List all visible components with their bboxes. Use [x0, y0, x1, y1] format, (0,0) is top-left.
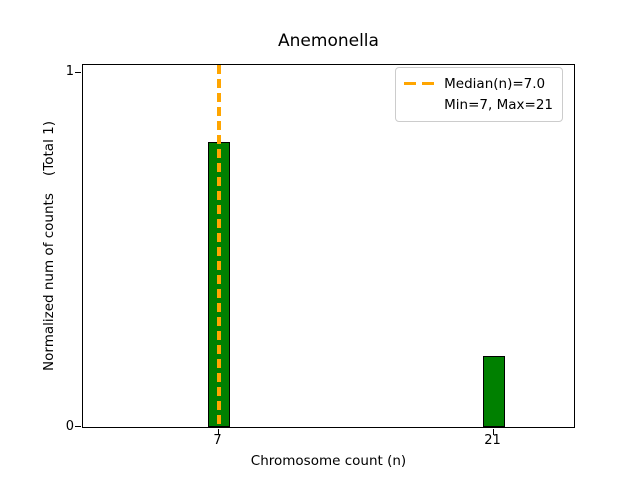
x-tick-label-7: 7 [213, 433, 222, 448]
legend-label-median: Median(n)=7.0 [444, 75, 546, 92]
legend: Median(n)=7.0 Min=7, Max=21 [395, 67, 563, 122]
median-line [216, 65, 221, 427]
y-tick-label-1: 1 [65, 64, 74, 79]
y-tick-label-0: 0 [65, 419, 74, 434]
y-axis-label: Normalized num of counts (Total 1) [41, 121, 57, 371]
median-dashed-line-swatch-icon [404, 82, 435, 85]
legend-entry-minmax: Min=7, Max=21 [404, 94, 553, 115]
bar-21 [482, 356, 505, 427]
legend-entry-median: Median(n)=7.0 [404, 73, 553, 94]
y-tick-mark-1 [75, 72, 81, 74]
chart-title: Anemonella [278, 31, 379, 51]
x-axis-label: Chromosome count (n) [250, 453, 407, 469]
x-tick-label-21: 21 [484, 433, 501, 448]
empty-swatch [404, 103, 434, 106]
plot-area: Median(n)=7.0 Min=7, Max=21 [75, 64, 575, 435]
y-tick-mark-0 [75, 426, 81, 428]
x-tick-mark-21 [492, 429, 495, 435]
x-tick-mark-7 [217, 429, 220, 435]
legend-label-minmax: Min=7, Max=21 [444, 96, 553, 113]
